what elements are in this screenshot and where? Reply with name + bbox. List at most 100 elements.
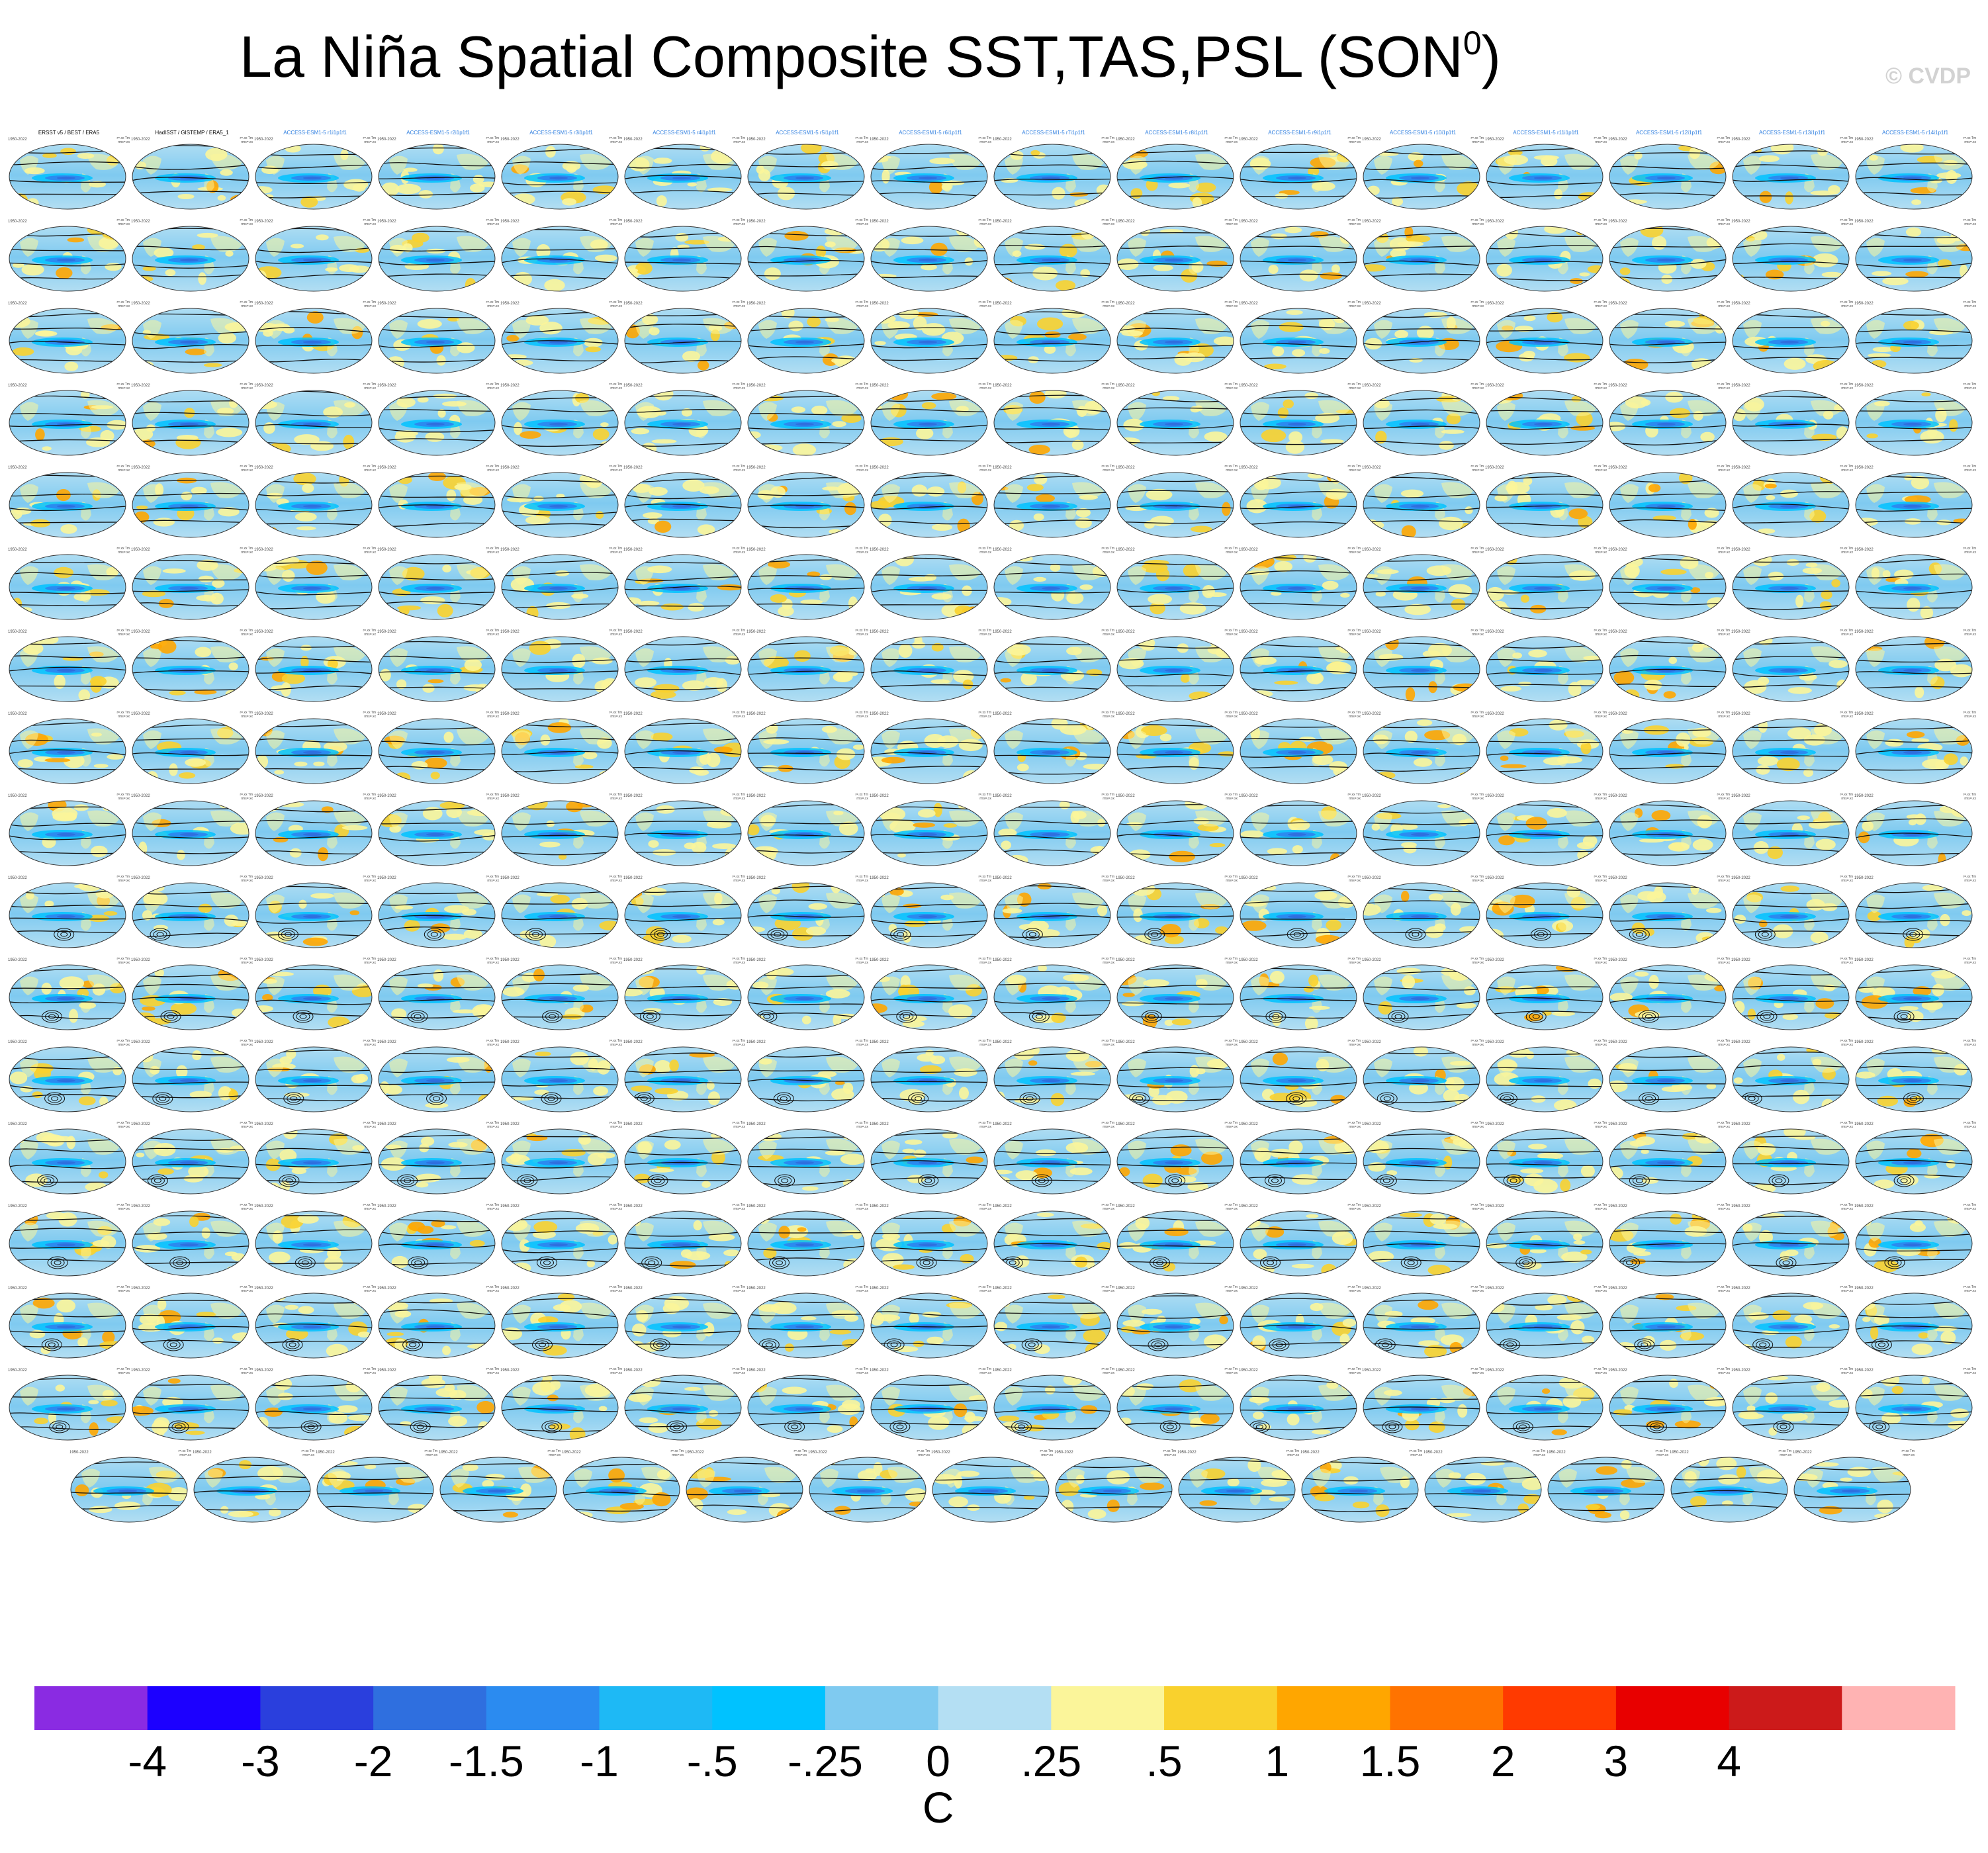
panel-stats: r=.xx Tm rms=.xx [855, 1367, 869, 1375]
composite-map [1609, 964, 1727, 1030]
panel-year-range: 1950-2022 [131, 794, 150, 798]
map-panel: 1950-2022 r=.xx Tm rms=.xx [377, 377, 499, 459]
map-panel: 1950-2022 r=.xx Tm rms=.xx [993, 1198, 1114, 1280]
panel-stats: r=.xx Tm rms=.xx [609, 1039, 623, 1047]
panel-stats: r=.xx Tm rms=.xx [609, 465, 623, 473]
panel-year-range: 1950-2022 [8, 220, 27, 224]
panel-year-range: 1950-2022 [1547, 1451, 1566, 1455]
panel-year-range: 1950-2022 [8, 794, 27, 798]
map-panel: 1950-2022 r=.xx Tm rms=.xx [746, 705, 868, 788]
panel-stats: r=.xx Tm rms=.xx [240, 465, 253, 473]
composite-map [1732, 472, 1850, 538]
composite-map [9, 1292, 126, 1359]
map-panel: 1950-2022 r=.xx Tm rms=.xx [1731, 541, 1853, 623]
composite-map [132, 718, 249, 784]
composite-map [132, 144, 249, 210]
map-panel: 1950-2022 r=.xx Tm rms=.xx [254, 623, 376, 705]
map-panel: 1950-2022 r=.xx Tm rms=.xx [870, 295, 991, 377]
map-panel: 1950-2022 r=.xx Tm rms=.xx [1116, 459, 1238, 541]
map-panel: 1950-2022 r=.xx Tm rms=.xx [1485, 788, 1607, 870]
panel-stats: r=.xx Tm rms=.xx [240, 711, 253, 719]
panel-stats: r=.xx Tm rms=.xx [609, 547, 623, 555]
map-panel: 1950-2022 r=.xx Tm rms=.xx [1239, 1362, 1361, 1444]
map-panel: 1950-2022 r=.xx Tm rms=.xx [1362, 1280, 1484, 1362]
composite-map [1486, 1128, 1604, 1195]
panel-year-range: 1950-2022 [623, 1287, 643, 1290]
panel-stats: r=.xx Tm rms=.xx [1347, 875, 1361, 883]
panel-stats: r=.xx Tm rms=.xx [363, 711, 377, 719]
map-panel: 1950-2022 r=.xx Tm rms=.xx [1116, 870, 1238, 952]
composite-map [9, 800, 126, 866]
panel-stats: r=.xx Tm rms=.xx [1224, 136, 1238, 144]
composite-map [870, 554, 988, 620]
map-panel: 1950-2022 r=.xx Tm rms=.xx [1116, 623, 1238, 705]
panel-stats: r=.xx Tm rms=.xx [1594, 629, 1607, 637]
panel-year-range: 1950-2022 [993, 1040, 1012, 1044]
map-panel: 1950-2022 r=.xx Tm rms=.xx [8, 213, 130, 295]
panel-stats: r=.xx Tm rms=.xx [793, 1449, 807, 1457]
panel-stats: r=.xx Tm rms=.xx [363, 547, 377, 555]
panel-year-range: 1950-2022 [254, 794, 273, 798]
map-panel: 1950-2022 r=.xx Tm rms=.xx [377, 1034, 499, 1116]
map-panel: 1950-2022 r=.xx Tm rms=.xx [131, 788, 253, 870]
composite-map [870, 308, 988, 374]
composite-map [624, 882, 742, 948]
panel-year-range: 1950-2022 [1485, 712, 1504, 716]
panel-stats: r=.xx Tm rms=.xx [917, 1449, 930, 1457]
panel-stats: r=.xx Tm rms=.xx [1470, 957, 1484, 965]
panel-year-range: 1950-2022 [193, 1451, 212, 1455]
composite-map [1240, 882, 1357, 948]
panel-year-range: 1950-2022 [131, 1040, 150, 1044]
map-panel: 1950-2022 r=.xx Tm rms=.xx [746, 1034, 868, 1116]
map-panel: 1950-2022 r=.xx Tm rms=.xx [1854, 213, 1976, 295]
panel-stats: r=.xx Tm rms=.xx [1840, 465, 1854, 473]
composite-map [1732, 636, 1850, 702]
panel-stats: r=.xx Tm rms=.xx [240, 1285, 253, 1293]
map-panel: 1950-2022 r=.xx Tm rms=.xx [500, 377, 622, 459]
panel-year-range: 1950-2022 [8, 958, 27, 962]
panel-year-range: 1950-2022 [1793, 1451, 1812, 1455]
map-panel: 1950-2022 r=.xx Tm rms=.xx [131, 1362, 253, 1444]
panel-stats: r=.xx Tm rms=.xx [1470, 629, 1484, 637]
panel-stats: r=.xx Tm rms=.xx [609, 711, 623, 719]
panel-year-range: 1950-2022 [808, 1451, 827, 1455]
composite-map [1240, 1292, 1357, 1359]
map-panel: 1950-2022 r=.xx Tm rms=.xx [931, 1444, 1053, 1526]
panel-stats: r=.xx Tm rms=.xx [1963, 1367, 1977, 1375]
panel-stats: r=.xx Tm rms=.xx [363, 1367, 377, 1375]
panel-year-range: 1950-2022 [746, 1287, 766, 1290]
composite-map [193, 1457, 311, 1523]
map-panel: 1950-2022 r=.xx Tm rms=.xx [8, 788, 130, 870]
panel-stats: r=.xx Tm rms=.xx [486, 547, 500, 555]
panel-stats: r=.xx Tm rms=.xx [732, 136, 746, 144]
panel-stats: r=.xx Tm rms=.xx [116, 957, 130, 965]
map-panel: 1950-2022 r=.xx Tm rms=.xx [1854, 1198, 1976, 1280]
map-panel: 1950-2022 r=.xx Tm rms=.xx [8, 1116, 130, 1198]
panel-year-range: 1950-2022 [562, 1451, 581, 1455]
composite-map [624, 718, 742, 784]
composite-map [501, 472, 619, 538]
panel-year-range: 1950-2022 [1854, 1040, 1874, 1044]
composite-map [1609, 1375, 1727, 1441]
panel-year-range: 1950-2022 [993, 384, 1012, 388]
panel-stats: r=.xx Tm rms=.xx [1101, 1039, 1115, 1047]
composite-map [1116, 1046, 1234, 1112]
panel-stats: r=.xx Tm rms=.xx [732, 383, 746, 390]
composite-map [624, 1128, 742, 1195]
panel-stats: r=.xx Tm rms=.xx [732, 875, 746, 883]
composite-map [1609, 308, 1727, 374]
composite-map [747, 308, 865, 374]
panel-stats: r=.xx Tm rms=.xx [1470, 1039, 1484, 1047]
composite-map [255, 472, 373, 538]
panel-year-range: 1950-2022 [623, 630, 643, 634]
map-panel: 1950-2022 r=.xx Tm rms=.xx [1485, 1280, 1607, 1362]
composite-map [1732, 226, 1850, 292]
panel-stats: r=.xx Tm rms=.xx [116, 1367, 130, 1375]
panel-stats: r=.xx Tm rms=.xx [1717, 547, 1731, 555]
map-panel: 1950-2022 r=.xx Tm rms=.xx [1239, 705, 1361, 788]
map-panel: 1950-2022 r=.xx Tm rms=.xx [746, 623, 868, 705]
panel-year-range: 1950-2022 [8, 302, 27, 306]
map-panel: 1950-2022 r=.xx Tm rms=.xx [1362, 870, 1484, 952]
composite-map [501, 144, 619, 210]
